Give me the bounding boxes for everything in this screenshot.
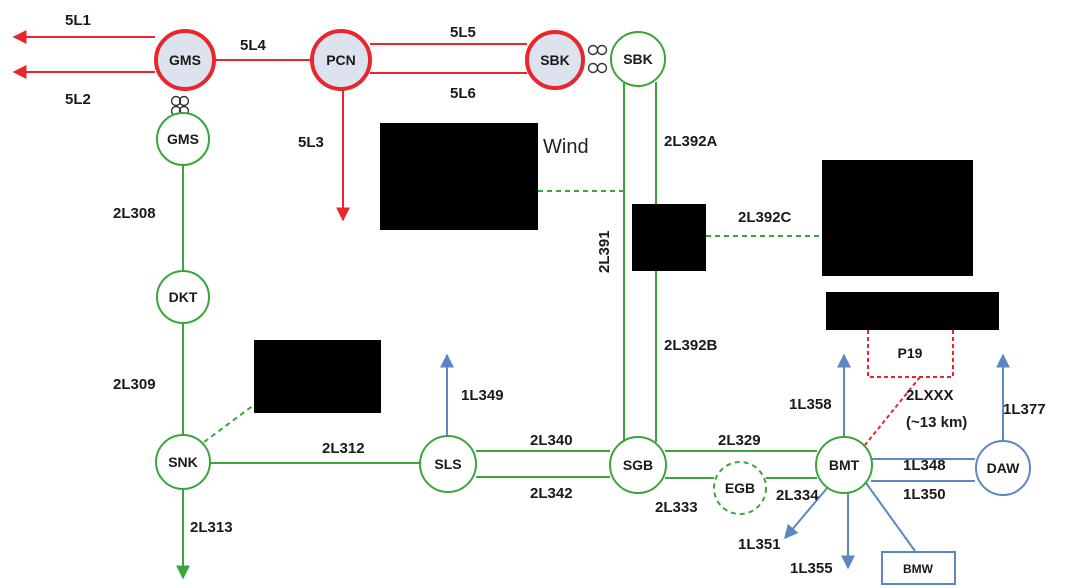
label-2l342: 2L342	[530, 485, 573, 502]
node-gms-230[interactable]: GMS	[156, 112, 210, 166]
redaction-box-p19	[826, 292, 999, 330]
svg-text:DKT: DKT	[169, 289, 198, 305]
svg-text:GMS: GMS	[169, 52, 201, 68]
node-sbk-230[interactable]: SBK	[610, 31, 666, 87]
svg-text:BMT: BMT	[829, 457, 860, 473]
label-5l3: 5L3	[298, 134, 324, 151]
node-snk[interactable]: SNK	[155, 434, 211, 490]
svg-text:SGB: SGB	[623, 457, 653, 473]
label-2l340: 2L340	[530, 432, 573, 449]
svg-text:BMW: BMW	[903, 562, 934, 576]
node-pcn[interactable]: PCN	[310, 29, 372, 91]
label-2l308: 2L308	[113, 205, 156, 222]
line-labels: 5L1 5L2 5L4 5L5 5L6 5L3 2L308 2L309 2L31…	[65, 12, 1046, 577]
label-5l6: 5L6	[450, 85, 476, 102]
label-1l355: 1L355	[790, 560, 833, 577]
label-1l350: 1L350	[903, 486, 946, 503]
node-sbk-500[interactable]: SBK	[525, 30, 585, 90]
redaction-box-center	[632, 204, 706, 271]
label-2l333: 2L333	[655, 499, 698, 516]
svg-text:GMS: GMS	[167, 131, 199, 147]
label-1l358: 1L358	[789, 396, 832, 413]
transformer-icon	[587, 44, 608, 74]
node-sls[interactable]: SLS	[419, 435, 477, 493]
label-2l334: 2L334	[776, 487, 819, 504]
redaction-box-snk	[254, 340, 381, 413]
label-5l2: 5L2	[65, 91, 91, 108]
label-2l392a: 2L392A	[664, 133, 718, 150]
label-2l392b: 2L392B	[664, 337, 718, 354]
svg-text:SLS: SLS	[434, 456, 461, 472]
node-daw[interactable]: DAW	[975, 440, 1031, 496]
node-gms-500[interactable]: GMS	[154, 29, 216, 91]
svg-text:SNK: SNK	[168, 454, 198, 470]
label-1l349: 1L349	[461, 387, 504, 404]
node-p19: P19	[898, 345, 923, 361]
redaction-box-wind	[380, 123, 538, 230]
label-2lxxx-length: (~13 km)	[906, 414, 967, 431]
blue-115kv-lines	[440, 353, 1010, 570]
label-1l351: 1L351	[738, 536, 781, 553]
label-2l313: 2L313	[190, 519, 233, 536]
label-5l5: 5L5	[450, 24, 476, 41]
line-bmw	[865, 482, 916, 552]
redaction-boxes	[254, 123, 999, 413]
node-bmw[interactable]: BMW	[881, 551, 956, 585]
node-bmt[interactable]: BMT	[815, 436, 873, 494]
p19-dashed-box	[867, 330, 954, 378]
label-1l377: 1L377	[1003, 401, 1046, 418]
label-wind: Wind	[543, 136, 589, 158]
line-snk-dashed	[203, 401, 259, 443]
line-2lxxx	[864, 376, 921, 446]
svg-text:EGB: EGB	[725, 480, 755, 496]
label-1l348: 1L348	[903, 457, 946, 474]
line-1l351	[784, 486, 829, 540]
node-sgb[interactable]: SGB	[609, 436, 667, 494]
node-egb[interactable]: EGB	[713, 461, 767, 515]
node-dkt[interactable]: DKT	[156, 270, 210, 324]
label-5l4: 5L4	[240, 37, 267, 54]
label-5l1: 5L1	[65, 12, 91, 29]
p19-dashed-lines	[864, 330, 954, 446]
label-2l392c: 2L392C	[738, 209, 792, 226]
svg-text:PCN: PCN	[326, 52, 356, 68]
label-2l329: 2L329	[718, 432, 761, 449]
svg-text:SBK: SBK	[540, 52, 570, 68]
redaction-box-right	[822, 160, 973, 276]
label-2l309: 2L309	[113, 376, 156, 393]
svg-text:SBK: SBK	[623, 51, 653, 67]
svg-text:DAW: DAW	[987, 460, 1020, 476]
red-500kv-lines	[12, 30, 527, 222]
label-2l391: 2L391	[596, 230, 613, 273]
label-2lxxx: 2LXXX	[906, 387, 954, 404]
label-2l312: 2L312	[322, 440, 365, 457]
